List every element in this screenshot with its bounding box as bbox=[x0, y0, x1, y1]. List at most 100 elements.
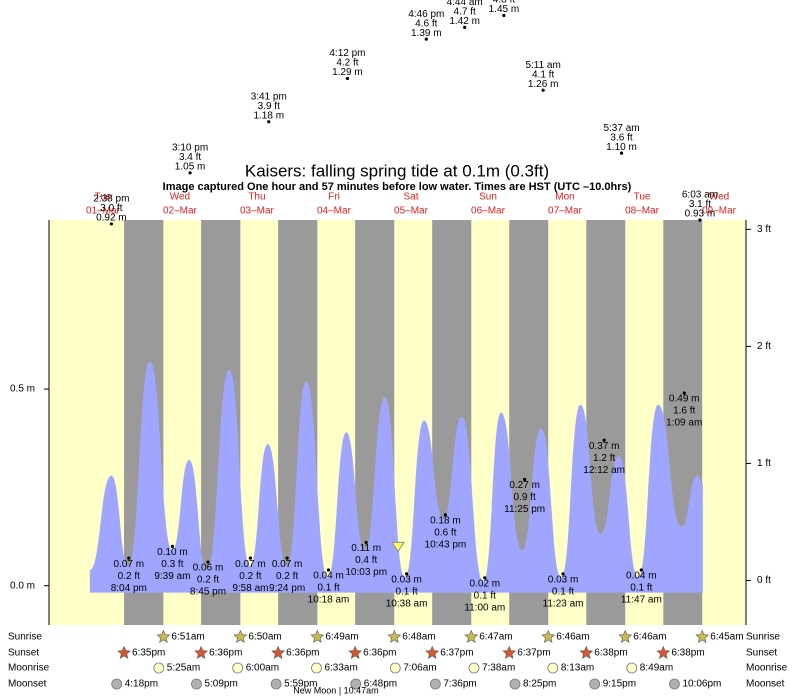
sunrise-time: 6:45am bbox=[710, 632, 743, 643]
sunrise-time: 6:50am bbox=[248, 632, 281, 643]
moonset-icon bbox=[111, 678, 123, 690]
high-tide-time: 3:10 pm bbox=[172, 142, 208, 153]
moonrise-time: 8:49am bbox=[640, 663, 673, 674]
high-tide-time: 6:03 am bbox=[682, 190, 718, 201]
high-tide-height-ft: 3.1 ft bbox=[689, 199, 711, 210]
moon-phase: New Moon | 10:47am bbox=[293, 685, 378, 695]
moonrise-time: 8:13am bbox=[561, 663, 594, 674]
low-tide-height-ft: 1.6 ft bbox=[673, 406, 695, 417]
low-tide-height-m: 0.06 m bbox=[193, 563, 224, 574]
high-tide-point bbox=[463, 25, 467, 29]
sunrise-time: 6:46am bbox=[633, 632, 666, 643]
chart-subtitle: Image captured One hour and 57 minutes b… bbox=[163, 181, 632, 193]
sunrise-icon bbox=[541, 629, 556, 643]
sunrise-row-label: Sunrise bbox=[746, 632, 780, 643]
moonset-time: 8:25pm bbox=[523, 679, 556, 690]
high-tide-time: 2:38 pm bbox=[93, 194, 129, 205]
moonrise-icon bbox=[547, 662, 559, 674]
sunrise-time: 6:49am bbox=[325, 632, 358, 643]
sunset-time: 6:36pm bbox=[209, 648, 242, 659]
high-tide-point bbox=[698, 218, 702, 222]
plot-foreground bbox=[44, 220, 751, 625]
moonset-time: 6:48pm bbox=[364, 679, 397, 690]
moonset-icon bbox=[429, 678, 441, 690]
low-tide-point bbox=[285, 556, 289, 560]
sunrise-row-label: Sunrise bbox=[8, 632, 42, 643]
y2-tick-label: 1 ft bbox=[757, 458, 771, 469]
low-tide-point bbox=[206, 560, 210, 564]
low-tide-height-ft: 0.2 ft bbox=[197, 575, 219, 586]
low-tide-point bbox=[248, 556, 253, 560]
high-tide-height-m: 0.93 m bbox=[685, 209, 716, 220]
moonset-icon bbox=[350, 678, 362, 690]
high-tide-height-m: 1.26 m bbox=[528, 79, 559, 90]
high-tide-height-ft: 3.6 ft bbox=[610, 132, 632, 143]
low-tide-height-ft: 0.1 ft bbox=[395, 587, 417, 598]
high-tide-height-m: 1.42 m bbox=[449, 16, 480, 27]
high-tide-height-m: 1.29 m bbox=[332, 67, 363, 78]
low-tide-point bbox=[561, 572, 565, 576]
low-tide-height-m: 0.37 m bbox=[589, 441, 620, 452]
sunset-icon bbox=[502, 645, 517, 659]
low-tide-time: 11:00 am bbox=[464, 602, 505, 613]
low-tide-height-m: 0.49 m bbox=[669, 394, 700, 405]
low-tide-point bbox=[443, 513, 447, 517]
high-tide-height-ft: 4.7 ft bbox=[454, 6, 476, 17]
high-tide-point bbox=[424, 37, 428, 41]
low-tide-height-m: 0.03 m bbox=[391, 575, 422, 586]
moonset-icon bbox=[191, 678, 202, 690]
sunrise-icon bbox=[695, 629, 710, 643]
low-tide-height-ft: 1.2 ft bbox=[593, 453, 615, 464]
y2-tick-label: 0 ft bbox=[757, 575, 771, 586]
low-tide-point bbox=[127, 556, 131, 560]
moonrise-time: 6:33am bbox=[324, 663, 357, 674]
low-tide-point bbox=[483, 576, 487, 580]
moonrise-row-label: Moonrise bbox=[746, 663, 788, 674]
moonset-icon bbox=[509, 678, 521, 690]
sunset-icon bbox=[194, 645, 209, 659]
sunrise-icon bbox=[156, 629, 171, 643]
moonrise-icon bbox=[232, 662, 244, 674]
low-tide-height-ft: 0.9 ft bbox=[514, 492, 536, 503]
sunset-time: 6:37pm bbox=[517, 648, 550, 659]
low-tide-point bbox=[404, 572, 409, 576]
high-tide-height-m: 1.45 m bbox=[489, 4, 520, 15]
y2-tick-label: 3 ft bbox=[757, 224, 771, 235]
sunrise-time: 6:51am bbox=[171, 632, 204, 643]
low-tide-time: 8:04 pm bbox=[111, 583, 147, 594]
low-tide-time: 10:18 am bbox=[308, 595, 350, 606]
low-tide-height-m: 0.07 m bbox=[235, 559, 266, 570]
moonrise-time: 7:06am bbox=[403, 663, 436, 674]
high-tide-time: 5:11 am bbox=[525, 60, 560, 71]
sunrise-time: 6:46am bbox=[556, 632, 589, 643]
low-tide-time: 12:12 am bbox=[583, 465, 625, 476]
high-tide-height-ft: 3.0 ft bbox=[100, 203, 122, 214]
moonset-time: 7:36pm bbox=[443, 679, 476, 690]
high-tide-height-ft: 4.2 ft bbox=[336, 58, 358, 69]
low-tide-point bbox=[326, 568, 331, 572]
sunset-time: 6:36pm bbox=[363, 648, 396, 659]
low-tide-point bbox=[682, 391, 686, 395]
low-tide-height-m: 0.10 m bbox=[157, 547, 188, 558]
current-level-marker bbox=[391, 541, 405, 553]
low-tide-point bbox=[364, 540, 368, 545]
day-date: 06–Mar bbox=[471, 206, 506, 217]
high-tide-time: 4:46 pm bbox=[408, 9, 444, 20]
low-tide-point bbox=[602, 438, 606, 442]
moonset-time: 10:06pm bbox=[682, 679, 721, 690]
day-date: 09–Mar bbox=[702, 206, 737, 217]
sunset-row-label: Sunset bbox=[746, 648, 777, 659]
low-tide-height-m: 0.11 m bbox=[351, 543, 381, 554]
low-tide-height-ft: 0.3 ft bbox=[161, 559, 183, 570]
moonrise-icon bbox=[626, 662, 638, 674]
moonset-row-label: Moonset bbox=[8, 679, 47, 690]
moonset-row-label: Moonset bbox=[746, 679, 785, 690]
sunset-icon bbox=[579, 645, 594, 659]
moonset-icon bbox=[669, 678, 680, 690]
day-name: Wed bbox=[170, 192, 190, 203]
plot-background bbox=[49, 220, 746, 625]
moonset-time: 5:59pm bbox=[284, 679, 317, 690]
sunset-row-label: Sunset bbox=[8, 648, 39, 659]
high-tide-height-m: 1.05 m bbox=[175, 161, 206, 172]
